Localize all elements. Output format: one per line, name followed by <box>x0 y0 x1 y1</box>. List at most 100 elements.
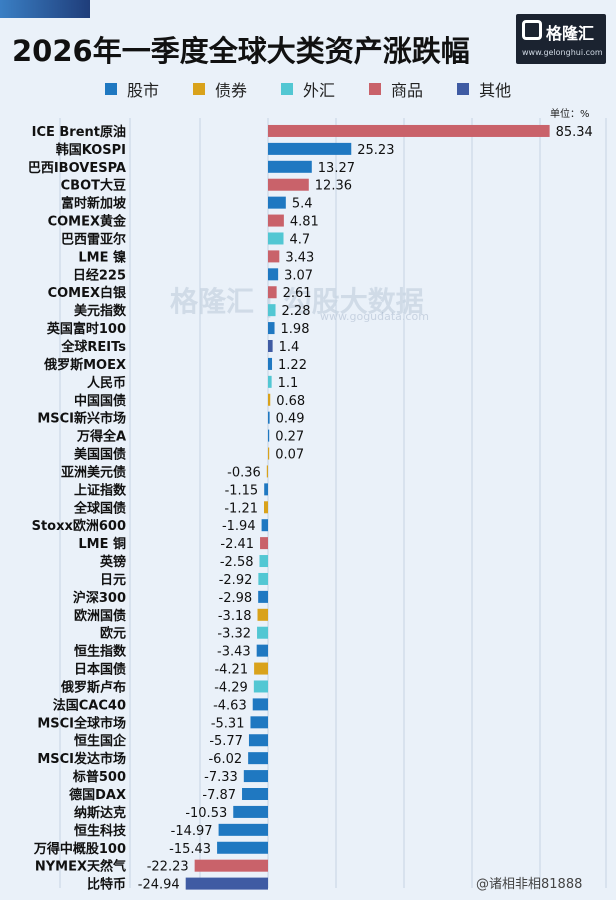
bar <box>268 340 273 352</box>
bar <box>268 232 284 245</box>
category-label: 恒生国企 <box>74 733 127 749</box>
legend-item-bonds: 债券 <box>193 77 247 101</box>
bar <box>268 393 271 406</box>
category-label: 俄罗斯卢布 <box>60 679 126 695</box>
value-label: -0.36 <box>227 465 261 480</box>
value-label: 0.27 <box>275 430 304 445</box>
value-label: -3.32 <box>217 627 251 642</box>
value-label: -7.87 <box>202 788 236 803</box>
legend-label: 其他 <box>479 81 512 100</box>
category-label: 巴西IBOVESPA <box>28 161 126 176</box>
gelonghui-logo: 格隆汇 www.gelonghui.com <box>516 14 606 64</box>
value-label: -4.21 <box>214 663 248 678</box>
watermark: 格隆汇 | 勾股大数据 <box>170 285 424 318</box>
legend-swatch <box>193 83 206 95</box>
value-label: -15.43 <box>169 842 211 857</box>
value-label: -5.77 <box>209 734 243 749</box>
category-label: 人民币 <box>87 375 126 391</box>
footer-handle: @诸相非相81888 <box>476 877 583 892</box>
bar <box>268 447 270 460</box>
legend-swatch <box>457 83 470 95</box>
value-label: -24.94 <box>138 878 180 893</box>
category-label: 巴西雷亚尔 <box>61 231 126 247</box>
category-label: ICE Brent原油 <box>32 124 126 140</box>
value-label: 25.23 <box>357 143 394 158</box>
category-label: 纳斯达克 <box>74 805 126 821</box>
value-label: -2.41 <box>220 537 254 552</box>
category-label: 上证指数 <box>74 482 127 498</box>
bar <box>256 644 268 657</box>
header-accent-bar <box>0 0 90 18</box>
value-label: 3.07 <box>284 268 313 283</box>
logo-url: www.gelonghui.com <box>522 48 603 57</box>
value-label: -1.21 <box>224 501 258 516</box>
legend-label: 债券 <box>215 81 248 100</box>
value-label: -14.97 <box>171 824 213 839</box>
category-label: 美国国债 <box>74 447 126 463</box>
category-label: 韩国KOSPI <box>56 142 126 158</box>
value-label: -1.15 <box>225 483 259 498</box>
legend-item-other: 其他 <box>457 77 511 101</box>
bar <box>268 286 277 299</box>
value-label: -3.18 <box>218 609 252 624</box>
value-label: -3.43 <box>217 645 251 660</box>
value-label: 1.4 <box>279 340 300 355</box>
value-label: 85.34 <box>556 125 593 140</box>
value-label: 0.68 <box>276 394 305 409</box>
legend-item-fx: 外汇 <box>281 77 335 101</box>
bar <box>252 698 268 711</box>
category-label: 日元 <box>100 573 126 588</box>
category-label: 德国DAX <box>69 787 126 803</box>
category-label: LME 铜 <box>78 536 126 552</box>
legend-swatch <box>105 83 117 95</box>
category-label: 富时新加坡 <box>61 196 127 212</box>
bar <box>268 429 270 442</box>
category-label: CBOT大豆 <box>61 178 126 194</box>
value-label: -4.63 <box>213 698 247 713</box>
watermark-url: www.gogudata.com <box>320 310 429 323</box>
category-label: 欧洲国债 <box>74 608 126 624</box>
legend-label: 商品 <box>391 81 424 100</box>
bar <box>248 752 268 765</box>
category-label: 标普500 <box>72 769 126 785</box>
value-label: 1.1 <box>278 376 299 391</box>
value-label: 3.43 <box>285 250 314 265</box>
legend-swatch <box>369 83 382 95</box>
category-label: 万得中概股100 <box>33 841 126 857</box>
bar <box>233 805 268 818</box>
logo-text: 格隆汇 <box>546 24 595 43</box>
bar <box>268 142 352 155</box>
value-label: -22.23 <box>147 860 189 875</box>
category-label: 俄罗斯MOEX <box>43 357 126 373</box>
value-label: -2.92 <box>219 573 253 588</box>
bar <box>268 375 272 388</box>
value-label: 12.36 <box>315 179 352 194</box>
category-label: 恒生指数 <box>74 644 127 660</box>
category-label: 中国国债 <box>74 393 126 409</box>
value-label: -6.02 <box>208 752 242 767</box>
value-label: 1.98 <box>281 322 310 337</box>
category-label: 全球国债 <box>73 500 126 516</box>
value-label: 4.81 <box>290 215 319 230</box>
category-label: Stoxx欧洲600 <box>32 518 126 534</box>
value-label: -2.58 <box>220 555 254 570</box>
category-label: 日本国债 <box>74 662 126 678</box>
bar <box>217 841 268 854</box>
category-label: MSCI新兴市场 <box>37 411 126 427</box>
value-label: -10.53 <box>185 806 227 821</box>
value-label: 2.61 <box>283 286 312 301</box>
value-label: -4.29 <box>214 680 248 695</box>
value-label: 0.07 <box>275 448 304 463</box>
bar <box>248 734 268 747</box>
bar <box>268 160 312 173</box>
bar <box>258 590 268 603</box>
value-label: 2.28 <box>282 304 311 319</box>
bar <box>250 716 268 729</box>
value-label: -7.33 <box>204 770 238 785</box>
bar <box>260 537 268 550</box>
category-label: 比特币 <box>87 877 126 893</box>
bar <box>242 788 268 800</box>
bar <box>257 608 268 621</box>
value-label: -5.31 <box>211 716 245 731</box>
bar <box>268 304 276 317</box>
